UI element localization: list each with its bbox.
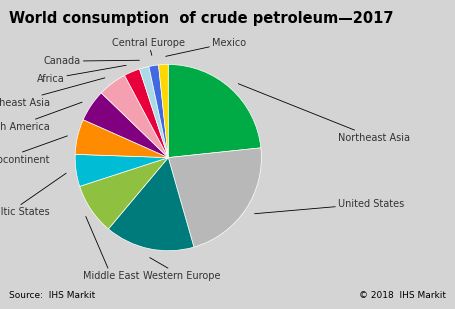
Wedge shape: [168, 148, 261, 247]
Wedge shape: [75, 154, 168, 186]
Text: World consumption  of crude petroleum—2017: World consumption of crude petroleum—201…: [9, 11, 394, 26]
Wedge shape: [75, 120, 168, 158]
Text: © 2018  IHS Markit: © 2018 IHS Markit: [359, 290, 446, 300]
Wedge shape: [80, 158, 168, 229]
Wedge shape: [168, 65, 261, 158]
Text: Central Europe: Central Europe: [112, 38, 185, 55]
Wedge shape: [149, 65, 168, 158]
Wedge shape: [101, 75, 168, 158]
Text: Middle East: Middle East: [83, 217, 140, 281]
Text: Canada: Canada: [44, 56, 139, 66]
Text: CIS/Baltic States: CIS/Baltic States: [0, 173, 66, 217]
Text: Source:  IHS Markit: Source: IHS Markit: [9, 290, 96, 300]
Wedge shape: [140, 66, 168, 158]
Text: Mexico: Mexico: [166, 38, 246, 56]
Text: Indian Subcontinent: Indian Subcontinent: [0, 136, 67, 165]
Wedge shape: [108, 158, 194, 251]
Wedge shape: [125, 69, 168, 158]
Wedge shape: [158, 65, 168, 158]
Text: Northeast Asia: Northeast Asia: [238, 84, 410, 143]
Text: Western Europe: Western Europe: [143, 258, 220, 281]
Text: United States: United States: [255, 199, 404, 214]
Text: South America: South America: [0, 102, 82, 132]
Text: Southeast Asia: Southeast Asia: [0, 78, 105, 108]
Text: Africa: Africa: [36, 65, 126, 84]
Wedge shape: [83, 93, 168, 158]
